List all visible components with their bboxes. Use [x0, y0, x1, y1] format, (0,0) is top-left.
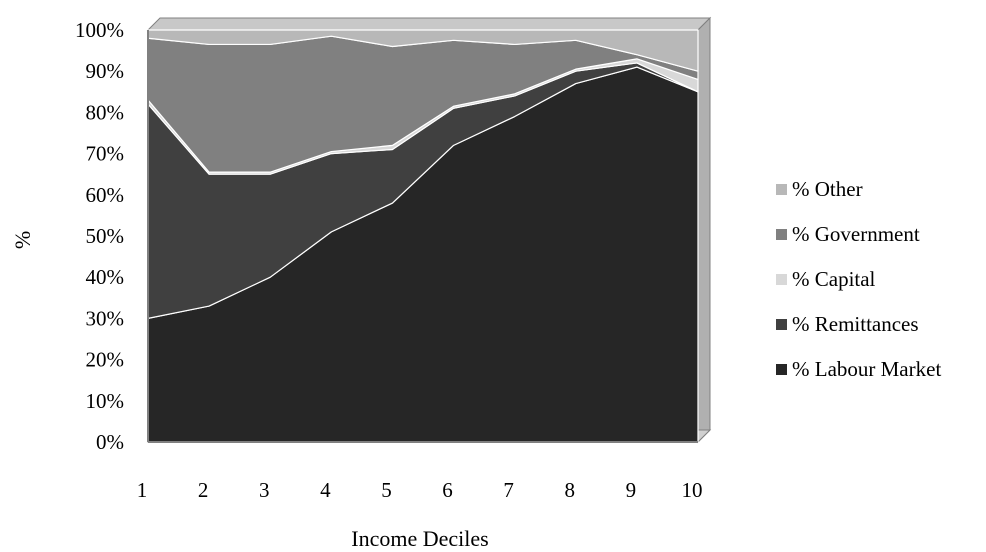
area-other — [147, 29, 699, 72]
x-axis-title: Income Deciles — [351, 526, 488, 551]
legend-swatch — [776, 184, 787, 195]
side-wall — [697, 16, 711, 444]
x-tick-labels: 1 2 3 4 5 6 7 8 9 10 — [137, 478, 703, 502]
y-tick-label: 30% — [86, 306, 125, 330]
x-tick-label: 5 — [381, 478, 392, 502]
x-tick-label: 7 — [503, 478, 514, 502]
x-tick-label: 2 — [198, 478, 209, 502]
y-tick-label: 100% — [75, 18, 124, 42]
legend-label: % Government — [792, 222, 920, 246]
y-tick-label: 0% — [96, 430, 124, 454]
x-tick-label: 4 — [320, 478, 331, 502]
x-tick-label: 1 — [137, 478, 148, 502]
legend-swatch — [776, 364, 787, 375]
legend-label: % Other — [792, 177, 863, 201]
y-tick-labels: 0% 10% 20% 30% 40% 50% 60% 70% 80% 90% 100% — [75, 18, 124, 454]
legend-label: % Labour Market — [792, 357, 941, 381]
y-axis-title: % — [10, 231, 35, 249]
top-wall — [146, 17, 712, 31]
y-tick-label: 80% — [86, 100, 125, 124]
y-tick-label: 60% — [86, 183, 125, 207]
y-tick-label: 20% — [86, 348, 125, 372]
y-tick-label: 40% — [86, 265, 125, 289]
series-areas — [147, 29, 699, 443]
axes — [147, 30, 698, 443]
x-tick-label: 6 — [442, 478, 453, 502]
legend-swatch — [776, 319, 787, 330]
x-tick-label: 9 — [626, 478, 637, 502]
legend-label: % Remittances — [792, 312, 919, 336]
x-tick-label: 8 — [565, 478, 576, 502]
legend-swatch — [776, 274, 787, 285]
y-tick-label: 50% — [86, 224, 125, 248]
legend-swatch — [776, 229, 787, 240]
y-tick-label: 10% — [86, 389, 125, 413]
x-tick-label: 3 — [259, 478, 270, 502]
legend-label: % Capital — [792, 267, 876, 291]
y-tick-label: 70% — [86, 142, 125, 166]
y-tick-label: 90% — [86, 59, 125, 83]
x-tick-label: 10 — [682, 478, 703, 502]
legend: % Other % Government % Capital % Remittance… — [776, 177, 941, 381]
